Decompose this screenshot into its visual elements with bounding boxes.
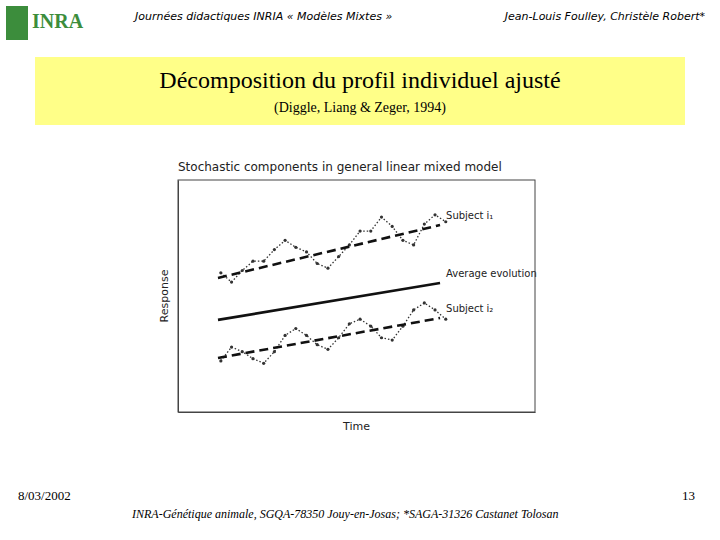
slide: INRA Journées didactiques INRIA « Modèles… [0,0,720,540]
series-point [401,239,404,242]
series-point [391,338,394,341]
chart: Stochastic components in general linear … [158,160,537,433]
series-point [262,362,265,365]
series-line [221,303,446,363]
series-point [412,243,415,246]
series-point [262,260,265,263]
series-point [230,345,233,348]
series-point [423,222,426,225]
series-point [294,327,297,330]
series-point [294,246,297,249]
series-point [433,213,436,216]
series-label: Average evolution [446,268,537,279]
series-line [221,215,446,282]
series-point [273,350,276,353]
logo-mark [6,6,28,40]
series-labels: Subject i₁ Average evolution Subject i₂ [446,210,537,314]
series-point [316,262,319,265]
series-point [337,336,340,339]
series-point [219,359,222,362]
series-line [218,318,440,358]
x-axis [179,412,536,413]
series-point [241,269,244,272]
series-line [218,283,440,320]
series-point [230,280,233,283]
series-point [358,318,361,321]
title-box [35,57,685,125]
series-point [380,216,383,219]
series-point [337,255,340,258]
series-point [241,350,244,353]
series-point [380,336,383,339]
series-point [251,357,254,360]
logo-text: INRA [32,10,84,32]
x-axis-title: Time [342,420,370,433]
footer: INRA-Génétique animale, SGQA-78350 Jouy-… [131,507,559,521]
series-point [284,334,287,337]
axis-line [178,181,179,413]
series-point [348,322,351,325]
series-point [251,260,254,263]
series-label: Subject i₂ [446,303,493,314]
header: Journées didactiques INRIA « Modèles Mix… [133,10,392,23]
slide-subtitle: (Diggle, Liang & Zeger, 1994) [274,100,446,116]
slide-title: Décomposition du profil individuel ajust… [159,67,560,93]
series-point [326,348,329,351]
series-point [358,229,361,232]
series-point [305,250,308,253]
series-label: Subject i₁ [446,210,493,221]
axis-line [179,412,536,413]
series-point [316,343,319,346]
series-point [369,229,372,232]
plot-marks [218,213,447,365]
authors: Jean-Louis Foulley, Christèle Robert* [503,10,706,23]
series-point [284,239,287,242]
y-axis [178,181,179,413]
series-point [326,267,329,270]
series-point [433,308,436,311]
series-point [273,248,276,251]
series-point [219,271,222,274]
series-line [218,225,440,278]
series-point [423,301,426,304]
series-point [444,318,447,321]
date: 8/03/2002 [18,488,71,503]
chart-title: Stochastic components in general linear … [178,160,502,174]
series-point [391,225,394,228]
y-axis-title: Response [158,269,171,322]
plot-frame [178,180,535,412]
series-point [369,325,372,328]
series-point [305,334,308,337]
page-number: 13 [682,488,695,503]
series-point [412,308,415,311]
